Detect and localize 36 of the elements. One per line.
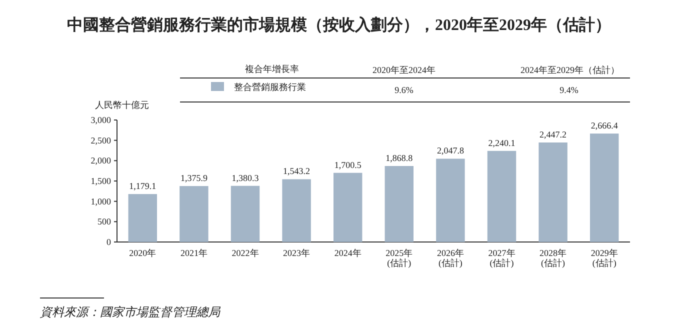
text: 複合年增長率 [245,64,299,74]
x-tick-label: 2028年 (估計) [540,248,567,268]
x-tick-label: 2027年 (估計) [488,248,516,268]
data-label: 1,543.2 [283,166,310,176]
y-tick-label: 2,000 [90,156,112,166]
x-tick-label: 2022年 [232,248,259,258]
y-tick-label: 500 [98,216,112,227]
legend-label: 整合營銷服務行業 [234,82,306,92]
data-label: 2,447.2 [540,129,567,140]
x-tick-label: 2026年 (估計) [436,248,464,268]
text: 2024年至2029年（估計） [520,65,620,75]
y-tick-label: 1,000 [90,196,112,206]
y-axis-title: 人民幣十億元 [95,100,149,110]
y-tick-label: 1,500 [90,176,112,186]
x-tick-label: 2023年 [283,248,310,258]
data-label: 1,868.8 [386,153,414,163]
data-label: 2,047.8 [436,146,464,156]
x-tick-label: 2029年 (估計) [590,248,618,268]
source-note: 資料來源：國家市場監督管理總局 [40,305,221,319]
data-label: 1,375.9 [180,173,208,184]
y-tick-label: 2,500 [90,135,112,146]
data-label: 1,700.5 [334,160,362,170]
x-tick-label: 2025年 (估計) [386,248,413,268]
x-tick-label: 2021年 [180,248,208,258]
x-tick-label: 2024年 [334,248,362,258]
y-tick-label: 0 [106,237,112,247]
data-label: 1,380.3 [232,172,260,183]
x-tick-label: 2020年 [129,248,156,258]
text: 2020年至2024年 [372,65,436,75]
data-label: 2,666.4 [590,120,618,131]
data-label: 2,240.1 [488,138,516,148]
y-tick-label: 3,000 [90,115,112,125]
text: 9.4% [560,85,579,95]
text: 9.6% [394,85,414,95]
chart-title: 中國整合營銷服務行業的市場規模（按收入劃分），2020年至2029年（估計） [67,16,611,34]
data-label: 1,179.1 [129,181,156,192]
